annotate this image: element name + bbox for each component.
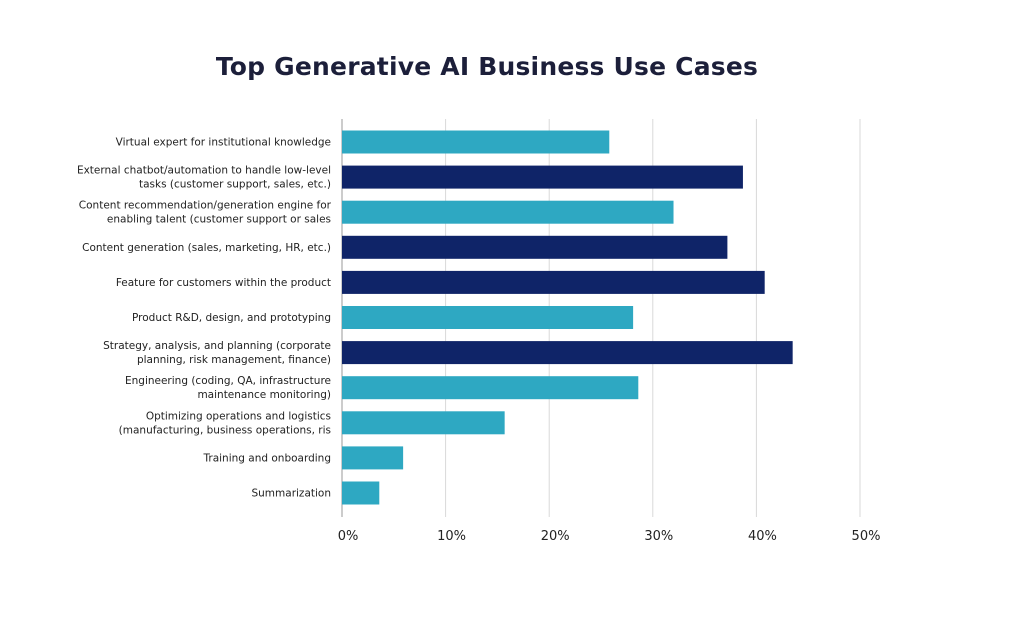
x-tick-label: 0% [338,529,359,544]
category-label: Optimizing operations and logistics (manu… [119,410,331,436]
bar [342,446,404,470]
category-label: Feature for customers within the product [116,277,331,289]
category-label: Product R&D, design, and prototyping [132,312,331,324]
bar [342,200,674,224]
bar [342,376,639,400]
x-tick-label: 30% [644,529,673,544]
x-tick-label: 50% [852,529,881,544]
category-label: Content generation (sales, marketing, HR… [82,242,331,254]
bar [342,306,634,329]
bar [342,130,610,154]
x-tick-label: 20% [541,529,570,544]
chart-title: Top Generative AI Business Use Cases [215,52,759,81]
x-tick-label: 40% [748,529,777,544]
category-label: Virtual expert for institutional knowled… [116,137,331,149]
bar [342,270,765,294]
bar [342,411,505,435]
category-label: Content recommendation/generation engine… [79,200,332,226]
bar [342,235,728,259]
bar [342,481,380,505]
x-tick-label: 10% [437,529,466,544]
category-label: Strategy, analysis, and planning (corpor… [103,340,331,366]
bar [342,165,743,189]
category-label: External chatbot/automation to handle lo… [77,165,331,191]
category-label: Summarization [251,488,331,500]
category-label: Training and onboarding [203,452,332,464]
bar [342,341,793,365]
category-label: Engineering (coding, QA, infrastructure m… [125,375,331,401]
